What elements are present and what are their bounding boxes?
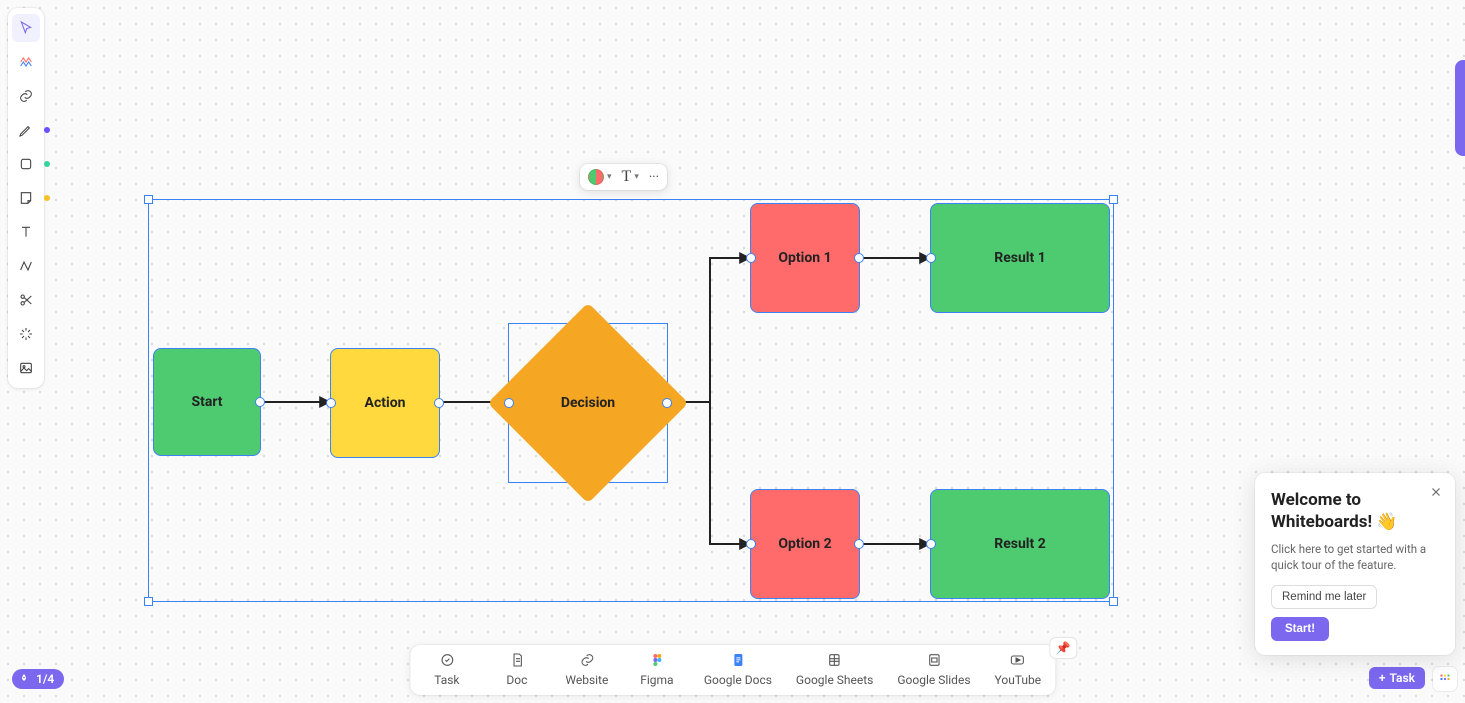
- conn-handle[interactable]: [746, 253, 756, 263]
- context-toolbar: ▾ T ▾ ···: [580, 164, 667, 190]
- bottombar-google-docs[interactable]: Google Docs: [704, 651, 772, 687]
- close-icon: [1429, 485, 1443, 499]
- conn-handle[interactable]: [434, 398, 444, 408]
- doc-icon: [509, 651, 525, 669]
- conn-handle[interactable]: [926, 539, 936, 549]
- right-panel-tab[interactable]: [1455, 60, 1465, 156]
- conn-handle[interactable]: [662, 398, 672, 408]
- node-option1-label: Option 1: [778, 250, 831, 266]
- node-decision[interactable]: Decision: [508, 323, 668, 483]
- connector-tool[interactable]: [12, 252, 40, 280]
- youtube-icon: [1010, 651, 1026, 669]
- color-swatch-icon: [588, 169, 604, 185]
- google-slides-icon: [926, 651, 942, 669]
- conn-handle[interactable]: [326, 398, 336, 408]
- node-result2[interactable]: Result 2: [930, 489, 1110, 599]
- node-result1[interactable]: Result 1: [930, 203, 1110, 313]
- bottombar-task[interactable]: Task: [424, 651, 470, 687]
- pin-button[interactable]: 📌: [1049, 637, 1077, 659]
- chevron-down-icon: ▾: [607, 172, 612, 182]
- text-icon: T: [622, 168, 632, 186]
- conn-handle[interactable]: [926, 253, 936, 263]
- node-result2-label: Result 2: [994, 536, 1046, 552]
- bottombar-label: Figma: [640, 673, 673, 687]
- apps-button[interactable]: [1433, 667, 1457, 691]
- welcome-title: Welcome to Whiteboards! 👋: [1271, 489, 1439, 533]
- remind-later-button[interactable]: Remind me later: [1271, 585, 1377, 609]
- close-button[interactable]: [1427, 483, 1445, 501]
- selection-handle-se[interactable]: [1109, 597, 1118, 606]
- bottombar-label: Website: [565, 673, 608, 687]
- node-start-label: Start: [191, 394, 222, 410]
- add-task-button[interactable]: + Task: [1369, 667, 1425, 689]
- bottombar-label: YouTube: [995, 673, 1042, 687]
- welcome-card: Welcome to Whiteboards! 👋 Click here to …: [1255, 473, 1455, 655]
- hand-tool[interactable]: [12, 48, 40, 76]
- conn-handle[interactable]: [854, 539, 864, 549]
- pen-tool[interactable]: [12, 116, 40, 144]
- node-option2-label: Option 2: [778, 536, 831, 552]
- bottombar-label: Task: [434, 673, 459, 687]
- node-action-label: Action: [365, 395, 406, 411]
- welcome-body: Click here to get started with a quick t…: [1271, 541, 1439, 573]
- task-icon: [439, 651, 455, 669]
- bottombar-label: Google Docs: [704, 673, 772, 687]
- bottombar-google-slides[interactable]: Google Slides: [897, 651, 970, 687]
- select-tool[interactable]: [12, 14, 40, 42]
- add-task-label: Task: [1390, 671, 1416, 685]
- node-start[interactable]: Start: [153, 348, 261, 456]
- ctx-more[interactable]: ···: [649, 170, 659, 185]
- conn-handle[interactable]: [746, 539, 756, 549]
- link-tool[interactable]: [12, 82, 40, 110]
- image-tool[interactable]: [12, 354, 40, 382]
- google-sheets-icon: [827, 651, 843, 669]
- node-option2[interactable]: Option 2: [750, 489, 860, 599]
- node-decision-label: Decision: [561, 395, 615, 411]
- bottom-bar: Task Doc Website Figma Google Docs Googl…: [410, 645, 1055, 695]
- bottombar-label: Google Slides: [897, 673, 970, 687]
- node-action[interactable]: Action: [330, 348, 440, 458]
- google-docs-icon: [730, 651, 746, 669]
- plus-icon: +: [1379, 671, 1386, 685]
- rocket-icon: [18, 673, 30, 685]
- conn-handle[interactable]: [504, 398, 514, 408]
- ctx-text-tool[interactable]: T ▾: [622, 168, 639, 186]
- link-icon: [579, 651, 595, 669]
- bottombar-youtube[interactable]: YouTube: [995, 651, 1042, 687]
- chevron-down-icon: ▾: [634, 172, 639, 182]
- note-tool[interactable]: [12, 184, 40, 212]
- scissor-tool[interactable]: [12, 286, 40, 314]
- conn-handle[interactable]: [255, 397, 265, 407]
- bottombar-label: Google Sheets: [796, 673, 873, 687]
- selection-handle-nw[interactable]: [144, 195, 153, 204]
- bottombar-figma[interactable]: Figma: [634, 651, 680, 687]
- page-badge[interactable]: 1/4: [12, 669, 64, 689]
- start-tour-button[interactable]: Start!: [1271, 617, 1329, 641]
- text-tool[interactable]: [12, 218, 40, 246]
- selection-handle-sw[interactable]: [144, 597, 153, 606]
- canvas[interactable]: Start Action Decision Option 1 Option 2 …: [0, 0, 1465, 703]
- node-option1[interactable]: Option 1: [750, 203, 860, 313]
- ai-tool[interactable]: [12, 320, 40, 348]
- node-result1-label: Result 1: [994, 250, 1046, 266]
- bottombar-google-sheets[interactable]: Google Sheets: [796, 651, 873, 687]
- shape-tool[interactable]: [12, 150, 40, 178]
- pin-icon: 📌: [1056, 641, 1071, 655]
- conn-handle[interactable]: [854, 253, 864, 263]
- left-toolbar: [8, 8, 44, 388]
- more-icon: ···: [649, 170, 659, 185]
- bottombar-doc[interactable]: Doc: [494, 651, 540, 687]
- page-badge-text: 1/4: [36, 672, 54, 686]
- bottombar-website[interactable]: Website: [564, 651, 610, 687]
- ctx-color-picker[interactable]: ▾: [588, 169, 612, 185]
- figma-icon: [649, 651, 665, 669]
- apps-icon: [1438, 672, 1452, 686]
- bottombar-label: Doc: [506, 673, 527, 687]
- selection-handle-ne[interactable]: [1109, 195, 1118, 204]
